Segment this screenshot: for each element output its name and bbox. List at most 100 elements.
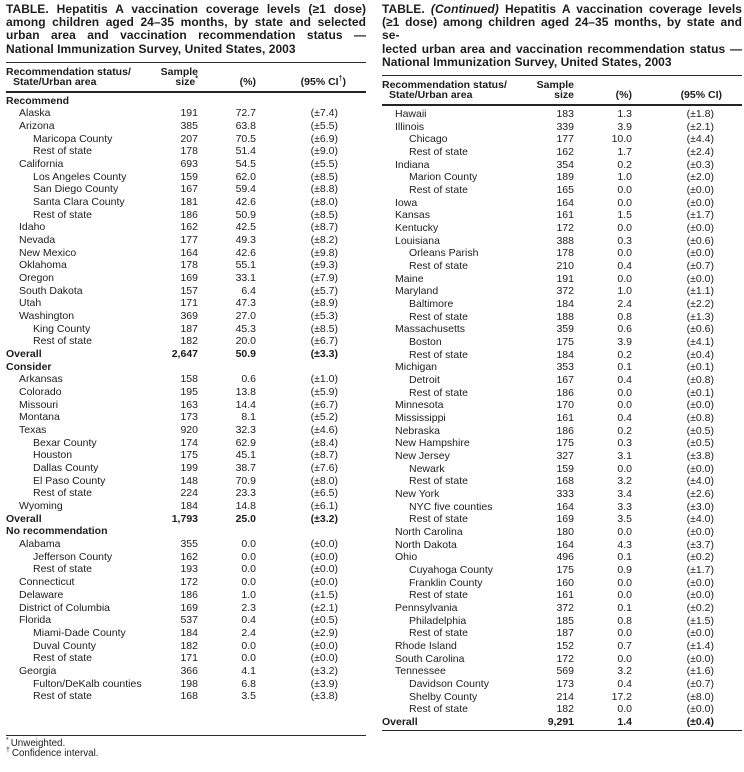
row-percent: 14.8 bbox=[235, 500, 256, 513]
row-confidence-interval: (±6.1) bbox=[310, 500, 338, 513]
row-sample-size: 186 bbox=[556, 386, 574, 399]
row-percent: 1.5 bbox=[617, 209, 632, 222]
table-row-alabama: Alabama 355 0.0 (±0.0) bbox=[6, 538, 366, 551]
table-row-colorado: Colorado 195 13.8 (±5.9) bbox=[6, 386, 366, 399]
row-label: San Diego County bbox=[33, 183, 119, 196]
row-label: Rest of state bbox=[33, 208, 92, 221]
row-label: Rest of state bbox=[33, 145, 92, 158]
row-label: Shelby County bbox=[409, 690, 478, 703]
row-label: Kentucky bbox=[395, 221, 439, 234]
row-label: Overall bbox=[6, 512, 42, 525]
header-sample-size: Sample size* bbox=[160, 65, 198, 88]
row-sample-size: 168 bbox=[556, 475, 574, 488]
row-confidence-interval: (±2.4) bbox=[686, 145, 714, 158]
table-row-indiana: Indiana 354 0.2 (±0.3) bbox=[382, 159, 742, 172]
row-sample-size: 199 bbox=[180, 462, 198, 475]
row-label: Overall bbox=[382, 716, 418, 729]
row-percent: 6.4 bbox=[241, 284, 256, 297]
row-sample-size: 163 bbox=[180, 398, 198, 411]
row-percent: 0.0 bbox=[617, 652, 632, 665]
table-row-minnesota: Minnesota 170 0.0 (±0.0) bbox=[382, 399, 742, 412]
table-row-louisiana: Louisiana 388 0.3 (±0.6) bbox=[382, 235, 742, 248]
row-confidence-interval: (±0.0) bbox=[686, 272, 714, 285]
row-confidence-interval: (±9.8) bbox=[310, 246, 338, 259]
row-sample-size: 214 bbox=[556, 690, 574, 703]
table-row-mississippi: Mississippi 161 0.4 (±0.8) bbox=[382, 412, 742, 425]
table-row-jefferson-county: Jefferson County 162 0.0 (±0.0) bbox=[6, 551, 366, 564]
row-percent: 2.4 bbox=[617, 297, 632, 310]
row-sample-size bbox=[148, 361, 198, 374]
row-sample-size: 496 bbox=[556, 551, 574, 564]
row-sample-size: 184 bbox=[180, 500, 198, 513]
row-confidence-interval: (±0.0) bbox=[686, 183, 714, 196]
row-confidence-interval: (±0.0) bbox=[686, 652, 714, 665]
row-label: Alaska bbox=[19, 107, 51, 120]
row-sample-size: 191 bbox=[180, 107, 198, 120]
row-label: King County bbox=[33, 322, 91, 335]
row-label: New Jersey bbox=[395, 449, 450, 462]
row-percent: 0.0 bbox=[617, 627, 632, 640]
row-confidence-interval: (±3.9) bbox=[310, 677, 338, 690]
row-sample-size: 177 bbox=[180, 234, 198, 247]
row-label: Ohio bbox=[395, 551, 418, 564]
header-recommendation-status: Recommendation status/ bbox=[382, 79, 507, 92]
row-percent: 1.3 bbox=[617, 107, 632, 120]
table-row-south-carolina: South Carolina 172 0.0 (±0.0) bbox=[382, 653, 742, 666]
row-sample-size: 184 bbox=[556, 348, 574, 361]
row-confidence-interval: (±0.0) bbox=[686, 247, 714, 260]
row-confidence-interval: (±1.7) bbox=[686, 564, 714, 577]
row-sample-size: 189 bbox=[556, 171, 574, 184]
row-percent: 3.5 bbox=[241, 690, 256, 703]
row-confidence-interval: (±5.3) bbox=[310, 310, 338, 323]
row-percent: 50.9 bbox=[235, 208, 256, 221]
table-row-arizona: Arizona 385 63.8 (±5.5) bbox=[6, 120, 366, 133]
table-row-ohio: Ohio 496 0.1 (±0.2) bbox=[382, 551, 742, 564]
title-line: TABLE. Hepatitis A vaccination coverage … bbox=[6, 2, 366, 16]
row-sample-size: 372 bbox=[556, 602, 574, 615]
table-row-utah: Utah 171 47.3 (±8.9) bbox=[6, 297, 366, 310]
asterisk-footnote-marker: * bbox=[6, 736, 9, 744]
row-label: Rest of state bbox=[409, 475, 468, 488]
row-sample-size: 178 bbox=[180, 259, 198, 272]
header-state-urban-area-line2: State/Urban area bbox=[389, 88, 473, 101]
row-sample-size: 148 bbox=[180, 474, 198, 487]
row-confidence-interval: (±3.2) bbox=[310, 664, 338, 677]
table-row-nevada: Nevada 177 49.3 (±8.2) bbox=[6, 234, 366, 247]
row-percent: 0.4 bbox=[241, 614, 256, 627]
row-label: Overall bbox=[6, 348, 42, 361]
header-confidence-interval: (95% CI) bbox=[680, 88, 722, 101]
row-sample-size: 171 bbox=[180, 652, 198, 665]
row-confidence-interval: (±2.9) bbox=[310, 626, 338, 639]
row-percent: 1.0 bbox=[241, 588, 256, 601]
row-percent: 42.6 bbox=[235, 246, 256, 259]
row-sample-size: 157 bbox=[180, 284, 198, 297]
table-row-houston: Houston 175 45.1 (±8.7) bbox=[6, 449, 366, 462]
row-label: Michigan bbox=[395, 361, 438, 374]
row-percent: 2.3 bbox=[241, 601, 256, 614]
row-percent: 8.1 bbox=[241, 411, 256, 424]
row-sample-size: 167 bbox=[180, 183, 198, 196]
row-label: Detroit bbox=[409, 373, 440, 386]
row-confidence-interval: (±1.5) bbox=[310, 588, 338, 601]
header-separator-rule bbox=[6, 90, 366, 93]
row-confidence-interval: (±8.5) bbox=[310, 170, 338, 183]
row-label: Arizona bbox=[19, 119, 55, 132]
table-row-new-york: New York 333 3.4 (±2.6) bbox=[382, 488, 742, 501]
title-separator-rule bbox=[382, 75, 742, 77]
row-sample-size: 170 bbox=[556, 399, 574, 412]
row-label: Arkansas bbox=[19, 373, 63, 386]
row-percent: 27.0 bbox=[235, 310, 256, 323]
row-percent: 0.8 bbox=[617, 614, 632, 627]
row-sample-size: 1,793 bbox=[171, 512, 198, 525]
row-percent: 49.3 bbox=[235, 234, 256, 247]
row-label: New Mexico bbox=[19, 246, 77, 259]
row-confidence-interval: (±7.9) bbox=[310, 272, 338, 285]
row-sample-size: 175 bbox=[180, 449, 198, 462]
row-confidence-interval: (±9.0) bbox=[310, 145, 338, 158]
column-headers-left: Recommendation status/ State/Urban area … bbox=[6, 63, 366, 91]
row-label: Maine bbox=[395, 272, 424, 285]
title-line: among children aged 24–35 months, by sta… bbox=[6, 15, 366, 30]
row-confidence-interval: (±5.9) bbox=[310, 386, 338, 399]
row-label: Rest of state bbox=[409, 259, 468, 272]
row-confidence-interval: (±0.4) bbox=[686, 348, 714, 361]
